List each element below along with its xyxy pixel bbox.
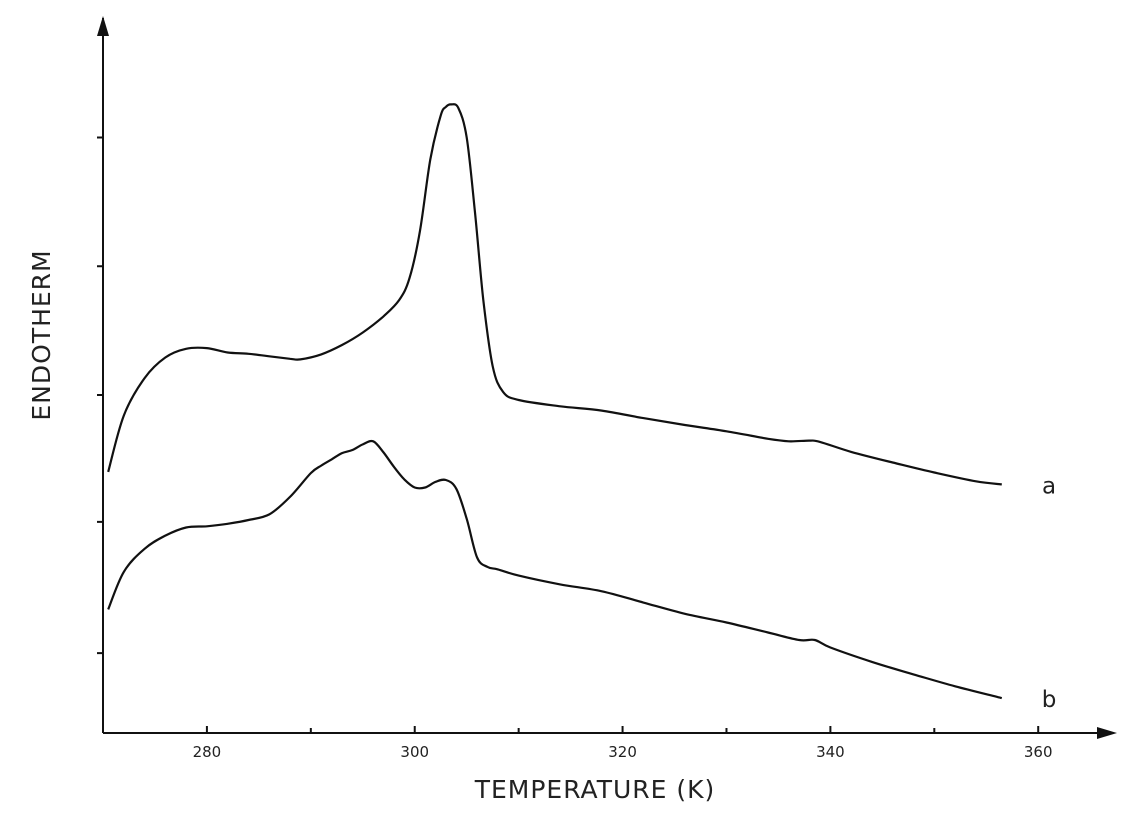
series-labels: ab [1042, 473, 1057, 713]
axes [97, 16, 1117, 739]
y-axis-title: ENDOTHERM [27, 249, 56, 420]
x-tick-label: 300 [400, 743, 429, 761]
x-axis-arrowhead [1097, 727, 1117, 739]
series-label-a: a [1042, 473, 1056, 499]
series-line-b [107, 439, 1003, 700]
tick-labels: 280 300 320 340 360 [193, 743, 1053, 761]
series-label-b: b [1042, 687, 1057, 713]
x-tick-label: 320 [608, 743, 637, 761]
x-tick-label: 360 [1024, 743, 1053, 761]
y-axis-arrowhead [97, 16, 109, 36]
ticks [97, 136, 1040, 733]
x-axis-title: TEMPERATURE (K) [474, 775, 716, 804]
x-tick-label: 280 [193, 743, 222, 761]
x-tick-label: 340 [816, 743, 845, 761]
series-line-a [107, 103, 1002, 486]
curves [107, 103, 1003, 700]
